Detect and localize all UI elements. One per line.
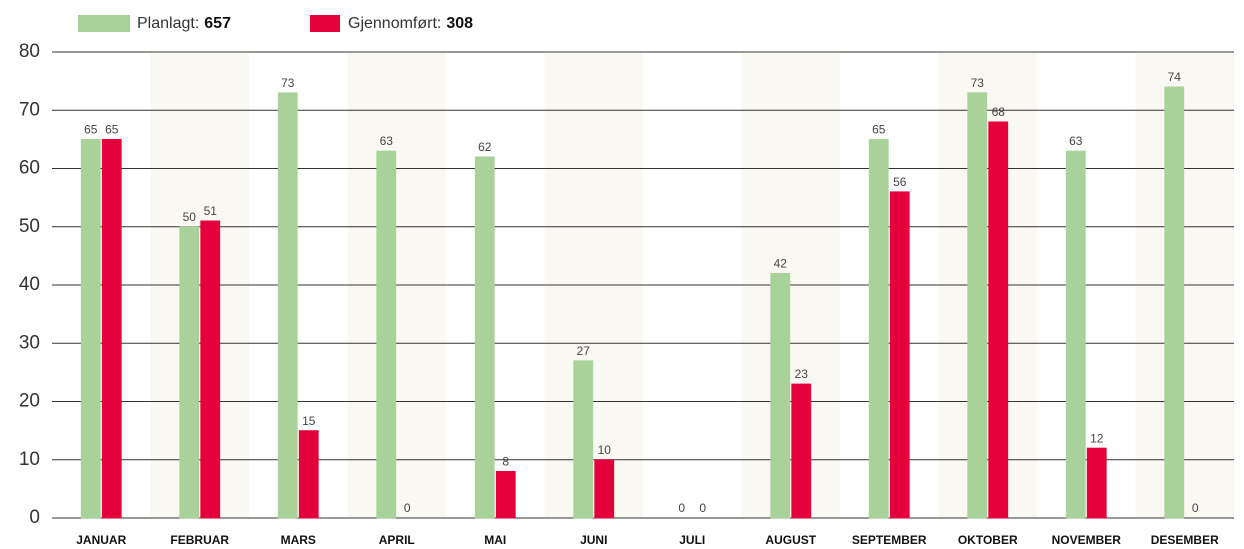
bar bbox=[376, 150, 397, 519]
bar bbox=[474, 156, 495, 519]
bar bbox=[1065, 150, 1086, 519]
value-label: 65 bbox=[84, 123, 98, 137]
value-label: 50 bbox=[183, 210, 197, 224]
value-label: 73 bbox=[971, 76, 985, 90]
bar bbox=[967, 92, 988, 519]
bar bbox=[770, 272, 791, 519]
x-tick-label: MARS bbox=[281, 533, 316, 547]
y-tick-label: 60 bbox=[19, 158, 40, 179]
legend-swatch bbox=[310, 15, 340, 32]
x-tick-label: JULI bbox=[679, 533, 705, 547]
value-label: 51 bbox=[204, 204, 218, 218]
value-label: 0 bbox=[678, 501, 685, 515]
x-tick-label: JUNI bbox=[580, 533, 607, 547]
value-label: 73 bbox=[281, 76, 295, 90]
value-label: 23 bbox=[795, 367, 809, 381]
value-label: 65 bbox=[872, 123, 886, 137]
legend-label: Planlagt: bbox=[137, 15, 199, 32]
value-label: 0 bbox=[699, 501, 706, 515]
bar bbox=[80, 138, 101, 519]
x-tick-label: APRIL bbox=[379, 533, 415, 547]
value-label: 8 bbox=[502, 455, 509, 469]
y-tick-label: 20 bbox=[19, 391, 40, 412]
x-tick-label: AUGUST bbox=[765, 533, 816, 547]
value-label: 12 bbox=[1090, 431, 1104, 445]
bar bbox=[889, 191, 910, 519]
y-tick-label: 0 bbox=[29, 507, 40, 528]
value-label: 56 bbox=[893, 175, 907, 189]
value-label: 42 bbox=[774, 257, 788, 271]
bar bbox=[200, 220, 221, 519]
bar bbox=[573, 360, 594, 519]
bar bbox=[1164, 86, 1185, 519]
bar bbox=[594, 459, 615, 519]
legend-total: 308 bbox=[446, 15, 473, 32]
bar bbox=[868, 138, 889, 519]
bar bbox=[101, 138, 122, 519]
x-tick-label: JANUAR bbox=[76, 533, 126, 547]
y-tick-label: 50 bbox=[19, 216, 40, 237]
bar bbox=[298, 430, 319, 519]
value-label: 27 bbox=[577, 344, 591, 358]
value-label: 65 bbox=[105, 123, 119, 137]
x-tick-label: DESEMBER bbox=[1151, 533, 1219, 547]
value-label: 68 bbox=[992, 105, 1006, 119]
legend-label: Gjennomført: bbox=[348, 15, 441, 32]
y-tick-label: 10 bbox=[19, 449, 40, 470]
value-label: 62 bbox=[478, 140, 492, 154]
bar bbox=[988, 121, 1009, 519]
y-tick-label: 40 bbox=[19, 274, 40, 295]
x-tick-label: SEPTEMBER bbox=[852, 533, 927, 547]
bar bbox=[791, 383, 812, 519]
y-tick-label: 70 bbox=[19, 99, 40, 120]
value-label: 15 bbox=[302, 414, 316, 428]
value-label: 63 bbox=[1069, 134, 1083, 148]
value-label: 0 bbox=[1192, 501, 1199, 515]
legend-total: 657 bbox=[204, 15, 231, 32]
bar bbox=[495, 470, 516, 519]
value-label: 0 bbox=[404, 501, 411, 515]
x-tick-label: MAI bbox=[484, 533, 506, 547]
x-tick-label: FEBRUAR bbox=[170, 533, 229, 547]
value-label: 74 bbox=[1168, 70, 1182, 84]
bar bbox=[277, 92, 298, 519]
x-tick-label: OKTOBER bbox=[958, 533, 1018, 547]
bar bbox=[1086, 447, 1107, 519]
legend-swatch bbox=[78, 15, 130, 32]
value-label: 63 bbox=[380, 134, 394, 148]
value-label: 10 bbox=[598, 443, 612, 457]
bar bbox=[179, 226, 200, 519]
y-tick-label: 80 bbox=[19, 41, 40, 62]
y-tick-label: 30 bbox=[19, 332, 40, 353]
x-tick-label: NOVEMBER bbox=[1052, 533, 1122, 547]
